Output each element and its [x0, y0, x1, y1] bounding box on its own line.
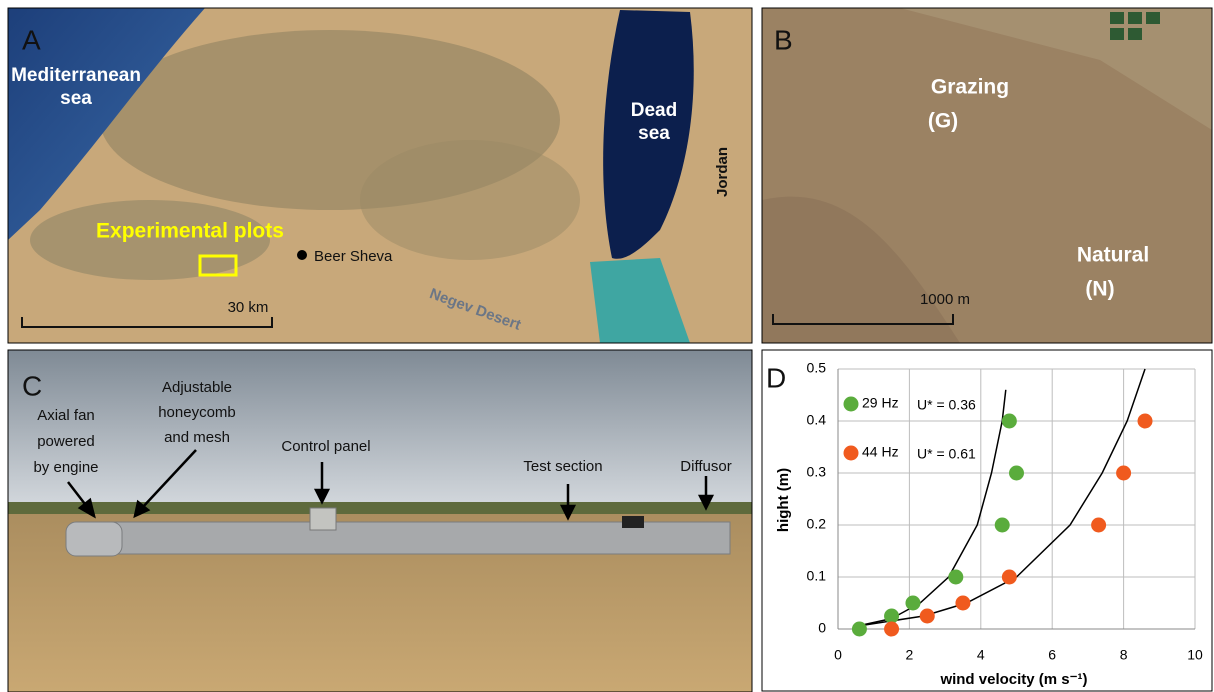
x-tick-label: 8 [1120, 647, 1128, 663]
fan-label: powered [37, 433, 95, 450]
figure: A Mediterranean sea Dead sea Jordan Expe… [0, 0, 1214, 692]
plots-label: Experimental plots [96, 220, 284, 243]
x-tick-label: 2 [906, 647, 914, 663]
point [884, 609, 899, 624]
annotation: U* = 0.36 [917, 397, 976, 413]
x-tick-label: 6 [1048, 647, 1056, 663]
fan-label: by engine [33, 459, 98, 476]
jordan-label: Jordan [714, 147, 731, 197]
x-tick-label: 4 [977, 647, 985, 663]
honeycomb-label: honeycomb [158, 404, 236, 421]
y-axis-label: hight (m) [775, 468, 792, 532]
x-tick-label: 0 [834, 647, 842, 663]
panel-letter: A [22, 24, 41, 55]
y-tick-label: 0.4 [807, 412, 827, 428]
legend-marker [844, 446, 859, 461]
legend-marker [844, 397, 859, 412]
sky [8, 350, 752, 505]
honeycomb-label: and mesh [164, 429, 230, 446]
panel-letter: C [22, 370, 42, 401]
equipment [622, 516, 644, 528]
panel-letter: B [774, 24, 793, 55]
natural-label: Natural [1077, 244, 1149, 267]
grazing-label: Grazing [931, 76, 1009, 99]
dead-sea-label: sea [638, 123, 670, 144]
scale-label: 30 km [228, 299, 269, 316]
honeycomb-label: Adjustable [162, 379, 232, 396]
control-box [310, 508, 336, 530]
x-axis-label: wind velocity (m s⁻¹) [939, 671, 1087, 688]
diffusor-label: Diffusor [680, 458, 731, 475]
legend-label: 29 Hz [862, 395, 899, 411]
terrain [360, 140, 580, 260]
point [955, 596, 970, 611]
panel-border [762, 350, 1212, 691]
sea-label: sea [60, 88, 92, 109]
panel-c: C Axial fan powered by engine Adjustable… [8, 350, 752, 692]
point [1091, 518, 1106, 533]
y-tick-label: 0.2 [807, 516, 827, 532]
fan-label: Axial fan [37, 407, 95, 424]
panel-b: B Grazing (G) Natural (N) 1000 m [762, 8, 1212, 343]
panel-d: D wind velocity (m s⁻¹) hight (m) [762, 350, 1212, 691]
scale-label: 1000 m [920, 291, 970, 308]
x-tick-label: 10 [1187, 647, 1203, 663]
point [905, 596, 920, 611]
city-label: Beer Sheva [314, 248, 393, 265]
sea-label: Mediterranean [11, 65, 141, 86]
point [1002, 570, 1017, 585]
point [852, 622, 867, 637]
dead-sea-label: Dead [631, 100, 677, 121]
grazing-label: (G) [928, 110, 958, 133]
city-dot [297, 250, 307, 260]
horizon [8, 502, 752, 514]
y-tick-label: 0 [818, 620, 826, 636]
panel-letter: D [766, 362, 786, 393]
point [884, 622, 899, 637]
fan [66, 522, 122, 556]
control-panel-label: Control panel [281, 438, 370, 455]
test-section-label: Test section [523, 458, 602, 475]
point [1002, 414, 1017, 429]
panel-a: A Mediterranean sea Dead sea Jordan Expe… [8, 8, 752, 343]
natural-label: (N) [1085, 278, 1114, 301]
point [948, 570, 963, 585]
point [1009, 466, 1024, 481]
point [1116, 466, 1131, 481]
y-tick-label: 0.1 [807, 568, 827, 584]
annotation: U* = 0.61 [917, 446, 976, 462]
y-tick-label: 0.5 [807, 360, 827, 376]
point [920, 609, 935, 624]
legend-label: 44 Hz [862, 444, 899, 460]
point [995, 518, 1010, 533]
point [1138, 414, 1153, 429]
y-tick-label: 0.3 [807, 464, 827, 480]
